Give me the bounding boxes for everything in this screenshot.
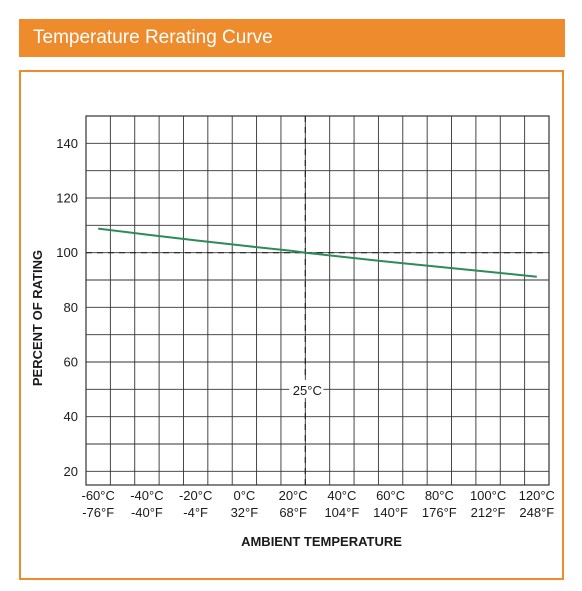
- x-tick-label-fahrenheit: 212°F: [471, 505, 506, 520]
- x-tick-label-fahrenheit: 248°F: [519, 505, 554, 520]
- x-tick-label-celsius: 120°C: [519, 488, 555, 503]
- x-axis-title: AMBIENT TEMPERATURE: [241, 534, 402, 549]
- x-tick-label-fahrenheit: 140°F: [373, 505, 408, 520]
- x-tick-label-celsius: 40°C: [327, 488, 356, 503]
- x-tick-label-celsius: 100°C: [470, 488, 506, 503]
- x-tick-label-celsius: 80°C: [425, 488, 454, 503]
- x-tick-label-celsius: 20°C: [279, 488, 308, 503]
- x-tick-label-fahrenheit: 104°F: [324, 505, 359, 520]
- x-tick-label-fahrenheit: -40°F: [131, 505, 163, 520]
- x-tick-label-celsius: 0°C: [233, 488, 255, 503]
- chart-header: Temperature Rerating Curve: [19, 19, 565, 57]
- x-tick-label-fahrenheit: -4°F: [183, 505, 208, 520]
- y-tick-label: 40: [64, 409, 78, 424]
- x-tick-label-fahrenheit: -76°F: [82, 505, 114, 520]
- y-tick-label: 120: [56, 191, 78, 206]
- annotation-backdrop: [289, 380, 324, 398]
- x-tick-label-fahrenheit: 68°F: [279, 505, 307, 520]
- y-tick-label: 140: [56, 136, 78, 151]
- x-tick-label-celsius: 60°C: [376, 488, 405, 503]
- x-tick-label-fahrenheit: 176°F: [422, 505, 457, 520]
- y-tick-label: 20: [64, 464, 78, 479]
- y-tick-label: 60: [64, 355, 78, 370]
- rerating-curve-line: [98, 227, 537, 278]
- chart-frame: [19, 70, 564, 580]
- y-axis-title: PERCENT OF RATING: [30, 250, 45, 386]
- x-tick-label-fahrenheit: 32°F: [231, 505, 259, 520]
- y-tick-label: 100: [56, 245, 78, 260]
- chart-title: Temperature Rerating Curve: [33, 27, 273, 48]
- x-tick-label-celsius: -40°C: [130, 488, 163, 503]
- annotation-25c: 25°C: [293, 383, 322, 398]
- x-tick-label-celsius: -60°C: [81, 488, 114, 503]
- plot-border: [85, 115, 550, 486]
- x-tick-label-celsius: -20°C: [179, 488, 212, 503]
- y-tick-label: 80: [64, 300, 78, 315]
